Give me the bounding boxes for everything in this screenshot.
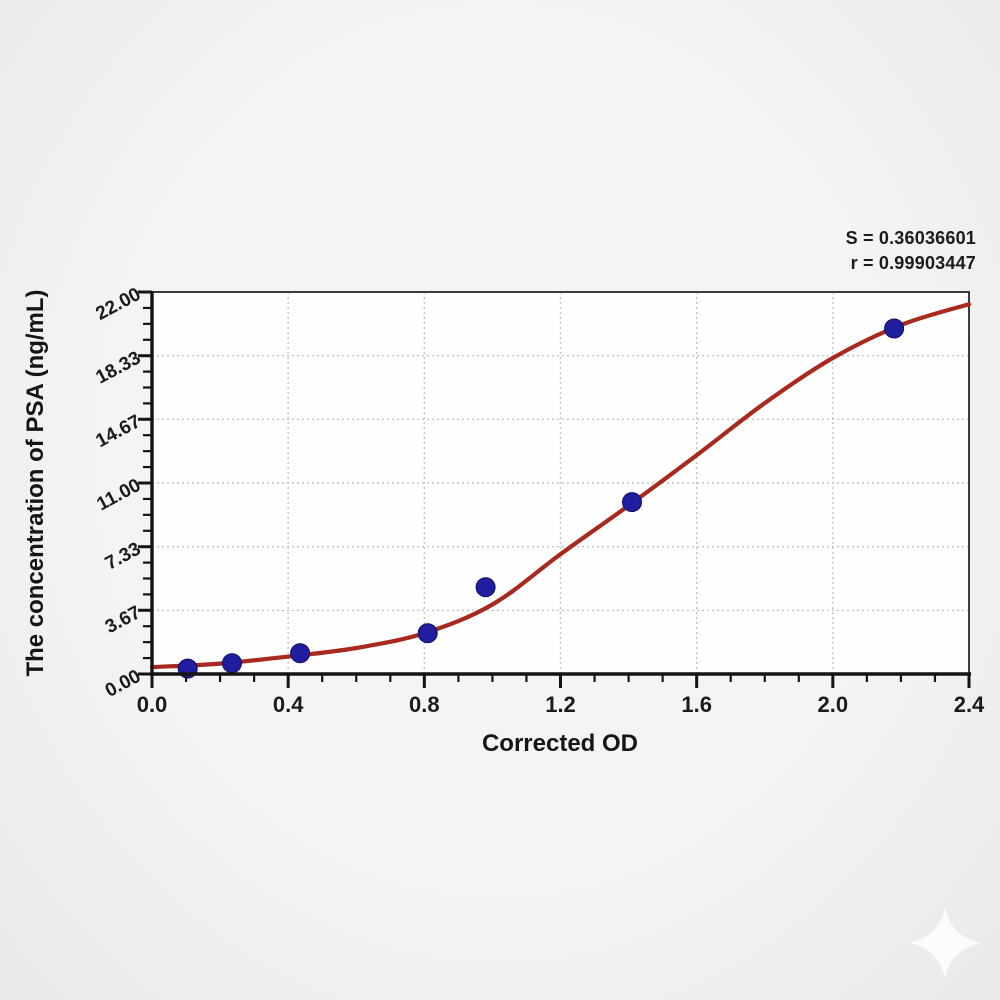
data-point [290,643,311,664]
y-tick-label: 14.67 [93,411,145,452]
x-axis-ticks [150,674,971,688]
s-value: S = 0.36036601 [845,228,976,248]
x-axis-title: Corrected OD [481,730,639,757]
data-point [417,623,438,644]
x-tick-label: 1.2 [545,692,576,717]
y-tick-label: 11.00 [93,475,144,515]
x-tick-label: 0.4 [273,692,304,717]
fit-statistics: S = 0.36036601 r = 0.99903447 [846,226,976,276]
x-tick-label: 2.4 [954,692,985,717]
r-value: r = 0.99903447 [850,253,976,273]
fit-curve-line [149,302,972,670]
y-tick-label: 3.67 [102,602,145,638]
x-tick-label: 0.8 [409,692,440,717]
y-tick-label: 7.33 [102,539,145,575]
x-tick-labels: 0.0 0.4 0.8 1.2 1.6 2.0 2.4 [137,692,985,717]
x-tick-label: 1.6 [681,692,712,717]
data-point [622,492,642,513]
data-points [177,318,905,679]
data-point [222,653,242,674]
x-tick-label: 0.0 [137,692,168,717]
y-axis-title: The concentration of PSA (ng/mL) [22,289,49,677]
x-tick-label: 2.0 [818,692,849,717]
sparkle-watermark-icon [909,907,981,979]
y-tick-label: 22.00 [93,284,145,325]
data-point [884,318,905,339]
y-axis-ticks [138,290,152,676]
data-point [475,577,496,598]
y-tick-label: 18.33 [93,348,145,389]
plot-border [152,291,970,674]
